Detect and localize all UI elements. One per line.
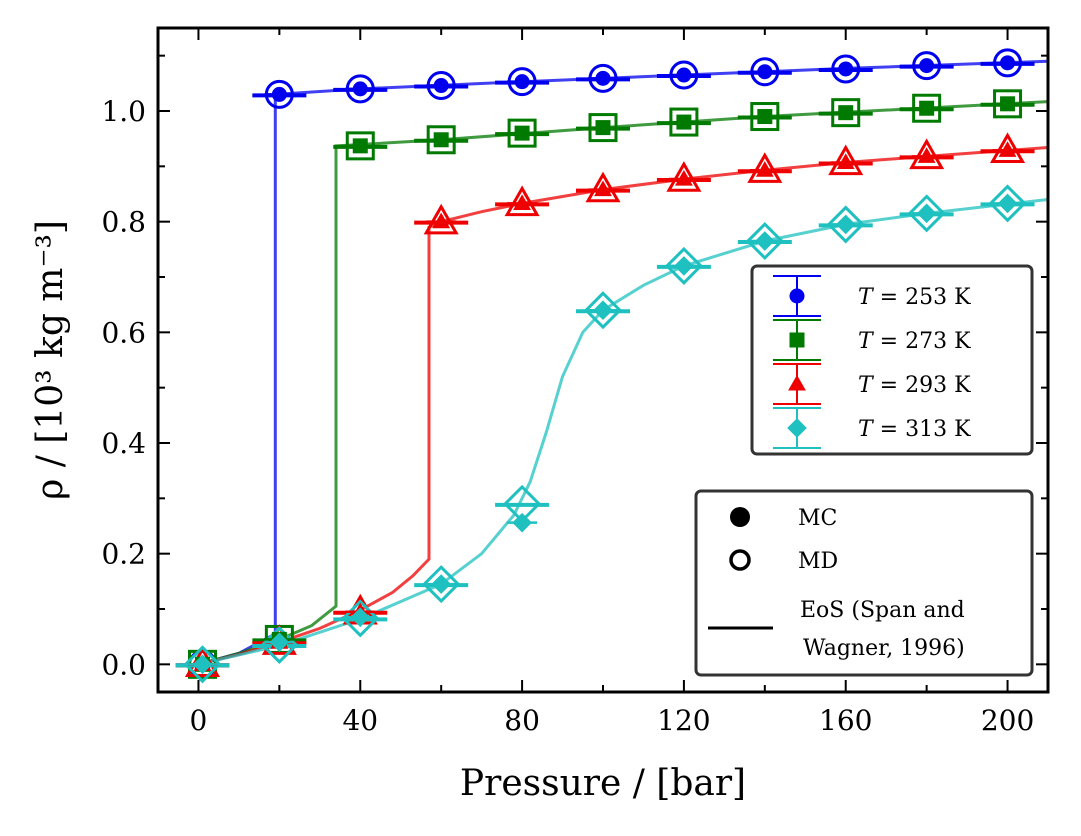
series-legend-frame <box>750 264 1034 456</box>
mc-point <box>838 61 854 77</box>
legend-eos-label-line1: EoS (Span and <box>800 598 965 623</box>
mc-point <box>919 58 935 74</box>
mc-point <box>433 132 449 148</box>
legend-marker-triangle <box>788 374 806 391</box>
mc-point <box>192 654 213 675</box>
legend-value: = 253 K <box>873 285 971 310</box>
mc-point <box>676 67 692 83</box>
x-axis-label: Pressure / [bar] <box>460 763 746 804</box>
mc-point <box>271 86 287 102</box>
legend-series-label: T = 253 K <box>858 285 971 310</box>
mc-point <box>757 109 773 125</box>
x-tick-label: 160 <box>819 704 872 737</box>
mc-filled-marker <box>730 507 750 527</box>
mc-point <box>433 78 449 94</box>
mc-point <box>835 214 856 235</box>
legend-var: T <box>858 285 875 310</box>
md-point <box>585 171 621 203</box>
tick-labels: 0 40 80 120 160 200 0.0 0.2 0.4 0.6 0.8 1.0 <box>101 95 1034 737</box>
eos-curve-series-3 <box>198 198 1048 666</box>
mc-point <box>514 125 530 141</box>
y-axis-label: ρ / [10³ kg m⁻³] <box>30 220 71 500</box>
mc-point <box>919 100 935 116</box>
mc-point <box>595 120 611 136</box>
legend-value: = 293 K <box>873 373 971 398</box>
y-tick-label: 0.6 <box>101 316 146 349</box>
x-tick-label: 40 <box>342 704 378 737</box>
mc-point <box>917 147 936 163</box>
mc-point <box>432 212 451 229</box>
md-point <box>666 161 702 192</box>
mc-point <box>431 574 451 594</box>
mc-point <box>1000 96 1016 112</box>
md-point <box>504 185 540 217</box>
mc-point <box>916 203 937 224</box>
legend-series-label: T = 273 K <box>858 329 971 354</box>
mc-point <box>676 114 692 130</box>
md-open-marker <box>729 549 751 571</box>
mc-point <box>998 141 1017 157</box>
mc-point <box>514 74 530 90</box>
mc-point <box>755 231 775 251</box>
md-point <box>745 222 784 261</box>
md-point <box>907 194 946 233</box>
y-tick-label: 0.0 <box>101 648 146 681</box>
md-point <box>583 291 623 330</box>
y-tick-label: 0.4 <box>101 427 146 460</box>
mc-point <box>352 81 368 97</box>
mc-point <box>755 161 774 177</box>
legend-md-label: MD <box>798 549 838 574</box>
legend-marker-square <box>789 332 805 348</box>
mc-point <box>512 512 532 533</box>
legend-eos-label-line2: Wagner, 1996) <box>803 636 965 661</box>
series-legend: T = 253 KT = 273 KT = 293 KT = 313 K <box>750 264 1034 456</box>
style-legend-frame <box>694 489 1034 677</box>
y-tick-label: 1.0 <box>101 95 146 128</box>
legend-value: = 313 K <box>873 417 971 442</box>
y-tick-label: 0.8 <box>101 206 146 239</box>
legend-var: T <box>858 417 875 442</box>
mc-point <box>595 70 611 86</box>
style-legend: MC MD EoS (Span and Wagner, 1996) <box>694 489 1034 677</box>
x-tick-label: 200 <box>981 704 1034 737</box>
legend-marker-diamond <box>787 418 807 438</box>
md-point <box>828 144 864 176</box>
x-tick-label: 120 <box>657 704 710 737</box>
y-tick-label: 0.2 <box>101 538 146 571</box>
mc-points <box>187 55 1023 675</box>
mc-point <box>674 170 693 186</box>
legend-marker-circle <box>789 288 805 304</box>
mc-point <box>757 64 773 80</box>
mc-point <box>352 138 368 154</box>
md-point <box>422 565 461 604</box>
legend-var: T <box>858 329 875 354</box>
legend-value: = 273 K <box>873 329 971 354</box>
md-point <box>990 132 1026 163</box>
mc-point <box>1000 55 1016 71</box>
md-point <box>423 203 459 235</box>
md-point <box>909 138 945 170</box>
mc-point <box>593 300 613 321</box>
md-point <box>826 205 865 244</box>
x-tick-label: 0 <box>190 704 208 737</box>
mc-point <box>594 180 612 197</box>
x-tick-label: 80 <box>504 704 540 737</box>
mc-point <box>997 193 1018 214</box>
mc-point <box>838 105 854 121</box>
mc-point <box>674 256 694 276</box>
mc-point <box>836 153 855 169</box>
axis-ticks <box>158 28 1048 692</box>
legend-series-label: T = 293 K <box>858 373 971 398</box>
md-point <box>988 184 1027 223</box>
legend-var: T <box>858 373 875 398</box>
mc-point <box>350 607 371 628</box>
md-point <box>183 645 222 684</box>
mc-point <box>269 632 290 653</box>
md-point <box>664 246 703 285</box>
legend-series-label: T = 313 K <box>858 417 971 442</box>
md-point <box>747 152 783 183</box>
legend-mc-label: MC <box>798 506 837 531</box>
mc-point <box>513 194 532 210</box>
